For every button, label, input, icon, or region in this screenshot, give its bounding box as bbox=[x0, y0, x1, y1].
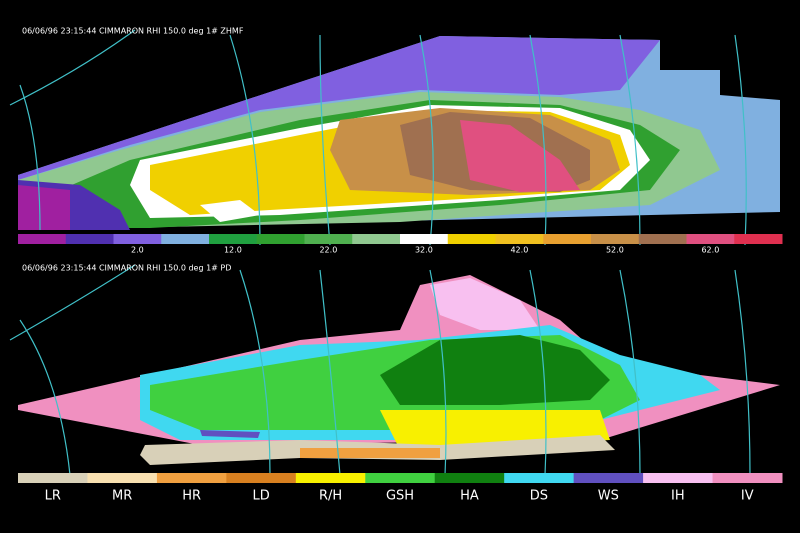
legend-swatch bbox=[434, 473, 505, 483]
legend-swatch bbox=[18, 473, 88, 483]
colorbar-label: 52.0 bbox=[606, 246, 624, 255]
legend-swatch bbox=[156, 473, 227, 483]
legend-label: HR bbox=[182, 489, 201, 504]
legend-swatch bbox=[573, 473, 644, 483]
colorbar-swatch bbox=[400, 234, 449, 244]
colorbar-swatch bbox=[209, 234, 258, 244]
legend-label: IV bbox=[741, 489, 754, 504]
legend-swatch bbox=[643, 473, 714, 483]
legend-swatch bbox=[365, 473, 436, 483]
legend-label: IH bbox=[671, 489, 685, 504]
panel-header: 06/06/96 23:15:44 CIMMARON RHI 150.0 deg… bbox=[22, 27, 244, 36]
legend-label: LR bbox=[45, 489, 61, 504]
legend-label: LD bbox=[252, 489, 269, 504]
legend-label: DS bbox=[530, 489, 548, 504]
colorbar-swatch bbox=[686, 234, 735, 244]
reflectivity-field bbox=[18, 36, 780, 230]
range-rings bbox=[9, 29, 751, 476]
legend-swatch bbox=[226, 473, 297, 483]
legend-swatch bbox=[712, 473, 783, 483]
colorbar-swatch bbox=[304, 234, 353, 244]
colorbar-swatch bbox=[638, 234, 687, 244]
colorbar-label: 22.0 bbox=[319, 246, 337, 255]
panel-header: 06/06/96 23:15:44 CIMMARON RHI 150.0 deg… bbox=[22, 264, 231, 273]
colorbar-label: 62.0 bbox=[701, 246, 719, 255]
colorbar-swatch bbox=[352, 234, 401, 244]
colorbar-label: 2.0 bbox=[131, 246, 144, 255]
colorbar-swatch bbox=[256, 234, 305, 244]
particle-type-field bbox=[18, 275, 780, 465]
colorbar-swatch bbox=[495, 234, 544, 244]
legend-label: WS bbox=[598, 489, 619, 504]
colorbar-label: 12.0 bbox=[224, 246, 242, 255]
colorbar-swatch bbox=[447, 234, 496, 244]
colorbar-swatch bbox=[18, 234, 67, 244]
legend-label: HA bbox=[460, 489, 479, 504]
colorbar-swatch bbox=[591, 234, 640, 244]
legend-label: R/H bbox=[319, 489, 342, 504]
legend-swatch bbox=[504, 473, 575, 483]
colorbar-swatch bbox=[161, 234, 210, 244]
legend-label: GSH bbox=[386, 489, 414, 504]
legend: LR MR HR LD R/H GSH HA DS WS IH IV bbox=[18, 473, 783, 504]
colorbar-swatch bbox=[734, 234, 783, 244]
colorbar-swatch bbox=[65, 234, 114, 244]
colorbar-label: 32.0 bbox=[415, 246, 433, 255]
colorbar-label: 42.0 bbox=[510, 246, 528, 255]
legend-label: MR bbox=[112, 489, 132, 504]
legend-swatch bbox=[87, 473, 158, 483]
colorbar-swatch bbox=[113, 234, 162, 244]
colorbar-swatch bbox=[543, 234, 592, 244]
legend-swatch bbox=[295, 473, 366, 483]
colorbar: 2.0 12.0 22.0 32.0 42.0 52.0 62.0 bbox=[18, 234, 783, 255]
